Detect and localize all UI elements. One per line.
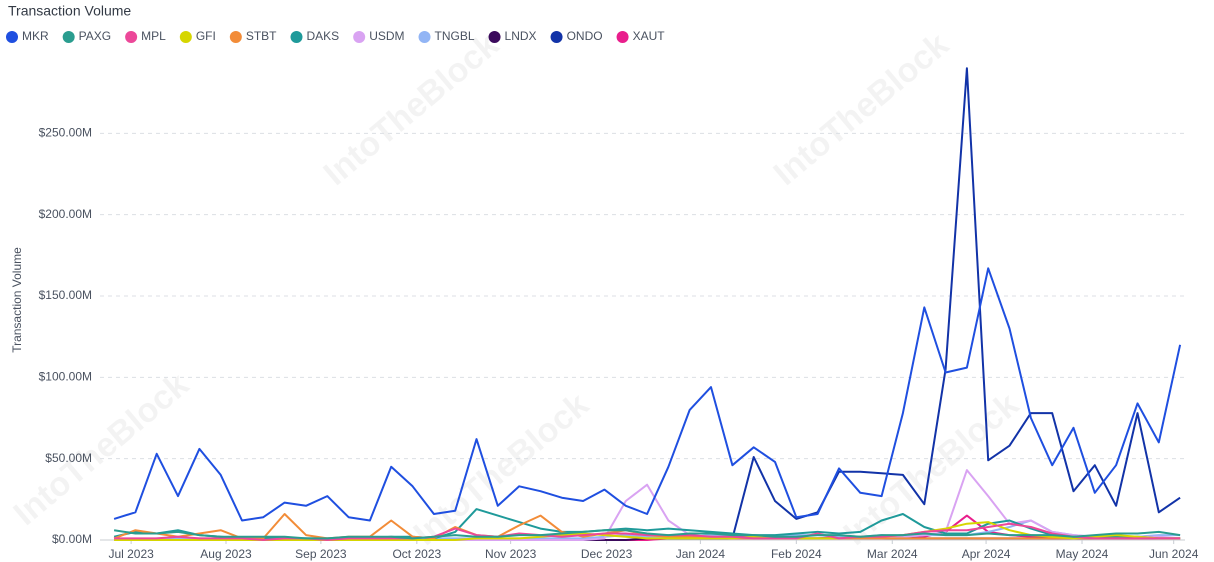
x-tick-label: Dec 2023: [581, 547, 633, 561]
x-tick-label: Jun 2024: [1149, 547, 1199, 561]
legend-label: TNGBL: [435, 29, 475, 43]
watermark: IntoTheBlock: [836, 385, 1025, 553]
legend-marker: [62, 31, 75, 43]
legend-label: USDM: [369, 29, 404, 43]
legend-marker: [353, 31, 366, 43]
x-tick-label: Jan 2024: [676, 547, 726, 561]
series-line: [113, 529, 1181, 540]
legend-marker: [488, 31, 501, 43]
legend-marker: [418, 31, 431, 43]
y-tick-label: $250.00M: [39, 126, 92, 140]
y-tick-label: $100.00M: [39, 370, 92, 384]
series-line: [114, 521, 1181, 541]
legend-marker: [6, 31, 18, 43]
legend-marker: [125, 31, 138, 43]
legend-label: XAUT: [633, 29, 666, 43]
y-tick-label: $150.00M: [39, 288, 92, 302]
watermark: IntoTheBlock: [6, 365, 195, 533]
legend-label: DAKS: [307, 29, 340, 43]
x-tick-label: Oct 2023: [392, 547, 441, 561]
watermark: IntoTheBlock: [316, 25, 505, 193]
x-tick-label: Mar 2024: [867, 547, 918, 561]
watermark: IntoTheBlock: [766, 25, 955, 193]
y-tick-label: $200.00M: [39, 207, 92, 221]
x-tick-label: Feb 2024: [771, 547, 822, 561]
x-tick-label: Apr 2024: [962, 547, 1011, 561]
legend-marker: [290, 31, 303, 43]
legend-label: MPL: [141, 29, 166, 43]
x-tick-label: Sep 2023: [295, 547, 347, 561]
series-line: [668, 67, 1181, 540]
y-tick-label: $50.00M: [45, 451, 92, 465]
x-tick-label: Aug 2023: [200, 547, 252, 561]
x-tick-label: May 2024: [1056, 547, 1109, 561]
legend-label: STBT: [246, 29, 277, 43]
chart-title: Transaction Volume: [8, 3, 131, 19]
series-line: [113, 267, 1182, 522]
legend-marker: [616, 31, 629, 43]
legend-marker: [229, 31, 242, 43]
series-line: [114, 522, 1181, 541]
watermark: IntoTheBlock: [406, 385, 595, 553]
y-tick-label: $0.00M: [52, 532, 92, 546]
legend-label: GFI: [196, 29, 216, 43]
legend-label: MKR: [22, 29, 49, 43]
legend-label: ONDO: [567, 29, 603, 43]
x-tick-label: Nov 2023: [485, 547, 537, 561]
y-axis-label: Transaction Volume: [10, 247, 24, 353]
legend-label: LNDX: [505, 29, 537, 43]
legend-marker: [550, 31, 563, 43]
legend-marker: [179, 31, 192, 43]
x-tick-label: Jul 2023: [108, 547, 154, 561]
legend-label: PAXG: [79, 29, 111, 43]
